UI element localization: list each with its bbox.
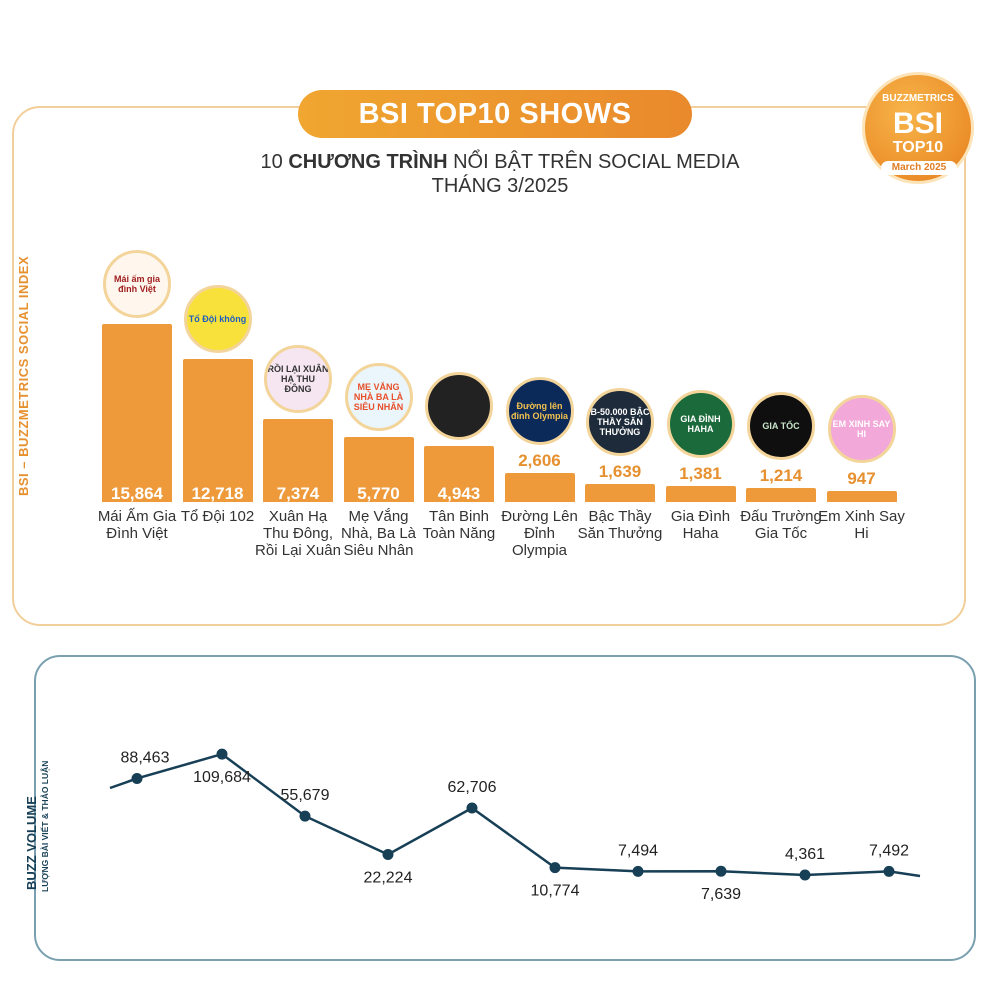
- show-logo: MẸ VẮNG NHÀ BA LÀ SIÊU NHÂN: [344, 363, 413, 432]
- bar-7: [585, 483, 655, 502]
- bar-value-label: 1,639: [598, 461, 642, 481]
- bar-8: [665, 486, 736, 502]
- category-label: Bậc Thầy Săn Thưởng: [577, 508, 663, 542]
- show-logo: GIA ĐÌNH HAHA: [666, 390, 735, 459]
- bar-9: [746, 488, 816, 502]
- category-label: Đấu Trường Gia Tốc: [740, 508, 822, 542]
- buzz-point: [382, 848, 394, 860]
- buzz-value-label: 7,492: [869, 842, 909, 859]
- buzz-point: [131, 772, 143, 784]
- bar-1: [102, 323, 172, 502]
- category-label: Tổ Đội 102: [180, 508, 255, 525]
- bar-5: [424, 446, 494, 502]
- buzz-point: [299, 810, 311, 822]
- bar-value-label: 12,718: [191, 484, 244, 503]
- buzz-value-label: 88,463: [121, 749, 170, 766]
- bar-value-label: 15,864: [111, 484, 163, 503]
- buzz-point: [466, 802, 478, 814]
- badge-brand: BUZZMETRICS: [882, 93, 954, 104]
- buzz-value-label: 22,224: [364, 869, 413, 886]
- buzz-point: [216, 748, 228, 760]
- bar-value-label: 2,606: [518, 450, 561, 470]
- buzz-value-label: 55,679: [281, 787, 330, 804]
- bar-value-label: 1,381: [679, 464, 722, 484]
- buzz-series-line: [109, 752, 921, 878]
- category-label: Đường Lên Đỉnh Olympia: [501, 508, 578, 559]
- show-logo: Đường lên đỉnh Olympia: [505, 376, 574, 445]
- show-logo: RỒI LẠI XUÂN HẠ THU ĐÔNG: [264, 345, 332, 414]
- category-label: Xuân Hạ Thu Đông, Rồi Lại Xuân: [255, 508, 341, 559]
- bar-value-label: 7,374: [276, 484, 320, 503]
- show-logo: Mái ấm gia đình Việt: [103, 249, 171, 318]
- buzz-value-label: 62,706: [448, 779, 497, 796]
- show-logo: Tổ Đội không: [183, 284, 252, 353]
- bar-value-label: 4,943: [437, 484, 481, 503]
- buzz-point: [632, 865, 644, 877]
- show-logo: GIA TỐC: [747, 392, 815, 461]
- show-logo: EM XINH SAY HI: [827, 395, 896, 464]
- category-label: Mẹ Vắng Nhà, Ba Là Siêu Nhân: [340, 508, 417, 559]
- bsi-top10-badge: BUZZMETRICS BSI TOP10 March 2025: [862, 72, 974, 184]
- show-logo: [425, 372, 493, 441]
- subtitle-rest: NỔI BẬT TRÊN SOCIAL MEDIA: [453, 151, 740, 173]
- bar-value-label: 947: [847, 469, 876, 489]
- bar-3: [263, 419, 333, 502]
- subtitle-month: THÁNG 3/2025: [431, 175, 569, 197]
- buzz-point: [549, 862, 561, 874]
- buzz-point: [715, 865, 727, 877]
- buzz-value-label: 4,361: [785, 846, 825, 863]
- category-label: Tân Binh Toàn Năng: [422, 508, 496, 542]
- bar-10: [826, 491, 897, 502]
- subtitle-bold: CHƯƠNG TRÌNH: [288, 151, 448, 173]
- chart-title: BSI TOP10 SHOWS: [298, 90, 692, 138]
- badge-big: BSI: [892, 107, 943, 140]
- category-label: Em Xinh Say Hi: [818, 508, 905, 542]
- badge-month: March 2025: [881, 161, 957, 175]
- buzz-value-label: 7,494: [618, 842, 658, 859]
- bar-6: [504, 472, 575, 502]
- bar-value-label: 1,214: [759, 466, 803, 486]
- bar-value-label: 5,770: [357, 484, 400, 503]
- bar-4: [343, 437, 414, 502]
- buzz-value-label: 109,684: [193, 769, 251, 786]
- subtitle-prefix: 10: [260, 151, 283, 173]
- category-label: Gia Đình Haha: [670, 508, 731, 542]
- buzz-point: [799, 869, 811, 881]
- buzz-point: [883, 865, 895, 877]
- category-label: Mái Ấm Gia Đình Việt: [97, 508, 177, 542]
- buzz-chart-frame: [34, 655, 976, 961]
- show-logo: B-50.000 BẬC THẦY SĂN THƯỞNG: [586, 387, 654, 456]
- badge-top: TOP10: [892, 139, 944, 156]
- buzz-value-label: 7,639: [701, 886, 741, 903]
- chart-subtitle: 10 CHƯƠNG TRÌNH NỔI BẬT TRÊN SOCIAL MEDI…: [200, 150, 800, 198]
- bar-2: [182, 358, 253, 502]
- buzz-value-label: 10,774: [531, 883, 580, 900]
